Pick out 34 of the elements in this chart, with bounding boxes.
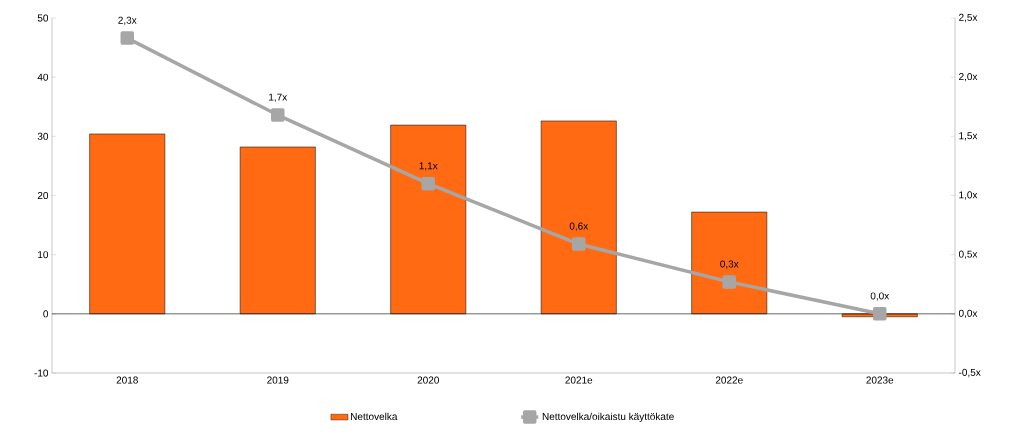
x-tick-label: 2019 [267,376,289,384]
point [873,307,887,321]
y2-tick-label: 1,5x [959,132,978,141]
point [722,275,736,289]
point [120,31,134,45]
legend-label: Nettovelka/oikaistu käyttökate [542,412,674,423]
y-tick-label: 10 [38,251,49,259]
data-label: 0,3x [720,260,739,269]
x-tick-label: 2018 [116,376,138,384]
point [572,237,586,251]
y-tick-label: 20 [37,191,49,200]
x-tick-label: 2022e [715,376,743,384]
data-label: 0,6x [569,222,589,231]
y2-tick-label: 0,5x [958,250,978,259]
x-tick-label: 2021e [565,376,593,384]
y-tick-label: 40 [37,73,49,81]
y-tick-label: -10 [34,369,49,377]
y2-tick-label: 2,0x [959,73,978,82]
data-label: 1,7x [269,93,288,102]
point [271,108,285,122]
x-tick-label: 2023e [866,376,894,384]
legend-label: Nettovelka [351,412,398,421]
x-tick-label: 2020 [417,376,439,384]
y-tick-label: 0 [43,310,49,318]
data-label: 1,1x [419,162,438,171]
y2-tick-label: 2,5x [959,13,978,23]
data-label: 2,3x [118,16,137,25]
y-tick-label: 30 [37,132,49,140]
point [421,176,435,191]
y2-tick-label: 0,0x [958,309,978,318]
data-label: 0,0x [870,292,890,301]
y2-tick-label: 1,0x [959,191,978,200]
y2-tick-label: -0,5x [958,368,981,378]
y-tick-label: 50 [37,14,49,22]
